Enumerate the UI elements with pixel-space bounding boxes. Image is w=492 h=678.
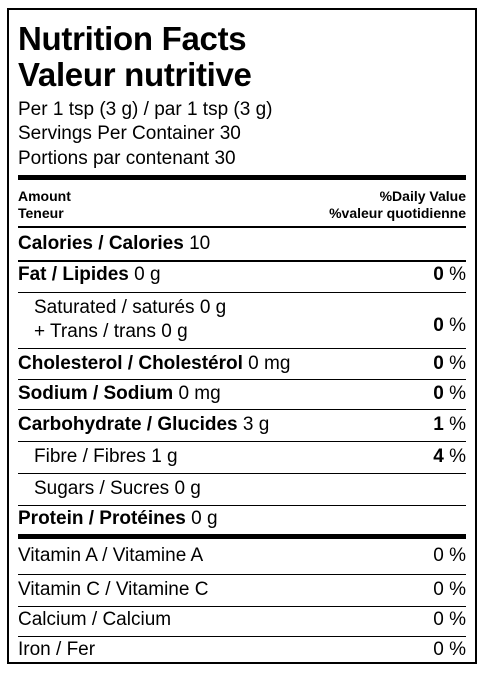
divider (18, 260, 466, 262)
servings-per-container-fr: Portions par contenant 30 (18, 148, 236, 169)
sodium-dv-number: 0 (433, 383, 444, 404)
vitamin-daily-value: 0 % (433, 545, 466, 566)
fibre-value: 1 g (151, 446, 178, 467)
trans-dv-number: 0 (433, 315, 444, 336)
divider (18, 636, 466, 637)
fat-value: 0 g (134, 264, 161, 285)
trans-value: 0 g (161, 321, 188, 342)
protein-label: Protein / Protéines (18, 508, 186, 529)
saturated-row: Saturated / saturés 0 g (34, 297, 466, 319)
title-english: Nutrition Facts (18, 20, 247, 57)
servings-per-container-en: Servings Per Container 30 (18, 123, 241, 144)
thick-divider (18, 175, 466, 180)
fat-label: Fat / Lipides (18, 264, 129, 285)
cholesterol-value: 0 mg (248, 353, 291, 374)
percent-sign: % (449, 315, 466, 336)
mineral-daily-value: 0 % (433, 639, 466, 660)
fat-daily-value: 0 % (433, 264, 466, 286)
vitamin-label: Vitamin C / Vitamine C (18, 579, 209, 600)
serving-size: Per 1 tsp (3 g) / par 1 tsp (3 g) (18, 99, 273, 120)
sodium-daily-value: 0 % (433, 383, 466, 405)
calories-row: Calories / Calories 10 (18, 233, 466, 255)
thick-divider (18, 534, 466, 539)
divider (18, 505, 466, 506)
amount-label-fr: Teneur (18, 205, 64, 221)
fibre-daily-value: 4 % (433, 446, 466, 468)
mineral-row: Calcium / Calcium (18, 609, 466, 631)
nutrition-facts-panel: Nutrition Facts Valeur nutritive Per 1 t… (7, 8, 477, 664)
vitamin-daily-value: 0 % (433, 579, 466, 600)
title-french: Valeur nutritive (18, 56, 252, 93)
percent-sign: % (449, 446, 466, 467)
vitamin-row: Vitamin C / Vitamine C (18, 579, 466, 601)
carbohydrate-value: 3 g (242, 414, 270, 435)
carbohydrate-row: Carbohydrate / Glucides 3 g (18, 414, 466, 436)
cholesterol-dv-number: 0 (433, 353, 444, 374)
trans-row: + Trans / trans 0 g (34, 321, 466, 343)
saturated-trans-daily-value: 0 % (433, 315, 466, 337)
mineral-label: Calcium / Calcium (18, 609, 172, 630)
sugars-row: Sugars / Sucres 0 g (34, 478, 466, 500)
cholesterol-row: Cholesterol / Cholestérol 0 mg (18, 353, 466, 375)
divider (18, 606, 466, 607)
divider (18, 441, 466, 442)
carbohydrate-dv-number: 1 (433, 414, 444, 435)
fibre-row: Fibre / Fibres 1 g (34, 446, 466, 468)
divider (18, 409, 466, 410)
fibre-dv-number: 4 (433, 446, 444, 467)
fat-row: Fat / Lipides 0 g (18, 264, 466, 286)
percent-sign: % (449, 383, 466, 404)
mineral-label: Iron / Fer (18, 639, 96, 660)
carbohydrate-label: Carbohydrate / Glucides (18, 414, 238, 435)
divider (18, 226, 466, 228)
mineral-row: Iron / Fer (18, 639, 466, 661)
calories-label: Calories / Calories (18, 233, 184, 254)
protein-value: 0 g (191, 508, 218, 529)
sodium-value: 0 mg (178, 383, 221, 404)
vitamin-label: Vitamin A / Vitamine A (18, 545, 204, 566)
divider (18, 348, 466, 349)
fibre-label: Fibre / Fibres (34, 446, 146, 467)
daily-value-label-en: %Daily Value (379, 188, 466, 204)
vitamin-row: Vitamin A / Vitamine A (18, 545, 466, 567)
mineral-daily-value: 0 % (433, 609, 466, 630)
sodium-row: Sodium / Sodium 0 mg (18, 383, 466, 405)
amount-label-en: Amount (18, 188, 71, 204)
calories-value: 10 (189, 233, 211, 254)
sodium-label: Sodium / Sodium (18, 383, 174, 404)
divider (18, 473, 466, 474)
divider (18, 292, 466, 293)
percent-sign: % (449, 264, 466, 285)
saturated-value: 0 g (199, 297, 227, 318)
saturated-label: Saturated / saturés (34, 297, 195, 318)
sugars-label: Sugars / Sucres (34, 478, 170, 499)
daily-value-label-fr: %valeur quotidienne (329, 205, 466, 221)
protein-row: Protein / Protéines 0 g (18, 508, 466, 530)
carbohydrate-daily-value: 1 % (433, 414, 466, 436)
sugars-value: 0 g (174, 478, 201, 499)
cholesterol-daily-value: 0 % (433, 353, 466, 375)
fat-dv-number: 0 (433, 264, 444, 285)
percent-sign: % (449, 353, 466, 374)
divider (18, 574, 466, 575)
divider (18, 379, 466, 380)
percent-sign: % (449, 414, 466, 435)
trans-label: + Trans / trans (34, 321, 156, 342)
cholesterol-label: Cholesterol / Cholestérol (18, 353, 243, 374)
